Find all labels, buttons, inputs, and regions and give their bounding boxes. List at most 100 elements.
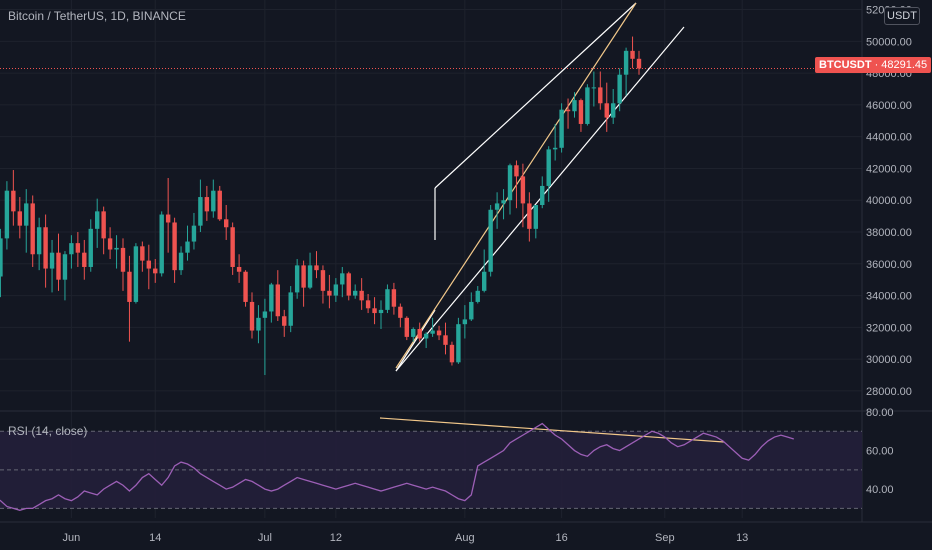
candle (514, 160, 519, 209)
candle (320, 265, 326, 304)
candle-body (359, 290, 364, 301)
time-tick-label: Sep (655, 532, 675, 544)
candle-body (443, 335, 448, 345)
candle (385, 284, 390, 314)
candle-body (411, 328, 416, 337)
candle-body (591, 87, 597, 89)
candle (617, 68, 622, 112)
candle-body (120, 247, 126, 272)
candle-body (95, 211, 100, 229)
candle-body (204, 197, 210, 212)
candle-body (88, 228, 93, 267)
candle (275, 270, 280, 322)
candle (378, 300, 384, 329)
candle (546, 146, 551, 202)
time-tick-label: Aug (455, 532, 475, 544)
candle-body (101, 211, 106, 239)
candle-body (307, 265, 313, 288)
candle-body (385, 289, 390, 310)
candle (4, 181, 10, 250)
candle-body (520, 176, 526, 204)
candle-body (127, 271, 132, 302)
candle-body (507, 165, 513, 201)
candle-body (17, 211, 22, 226)
candle (82, 239, 87, 280)
candle (359, 278, 364, 310)
time-tick-label: Jul (258, 532, 272, 544)
rsi-legend[interactable]: RSI (14, close) (8, 424, 88, 438)
candle-body (546, 149, 551, 186)
last-price-label: BTCUSDT · 48291.45 (815, 57, 932, 73)
candle-body (159, 214, 164, 274)
candle-body (340, 273, 345, 285)
candle-body (275, 284, 280, 317)
candle (578, 98, 584, 132)
candle (591, 71, 597, 107)
time-axis[interactable]: Jun 14 Jul 12 Aug 16 Sep 13 (63, 532, 749, 544)
candle-body (630, 50, 635, 59)
candle-body (282, 316, 287, 326)
candle-body (462, 319, 468, 325)
candle (353, 284, 358, 299)
candle (95, 198, 100, 248)
candle (146, 244, 151, 290)
candle-body (488, 209, 493, 272)
candle (314, 251, 319, 279)
candle (249, 292, 255, 339)
candle (107, 227, 113, 260)
candle-body (217, 190, 222, 220)
candle-body (572, 100, 577, 112)
candle (88, 219, 93, 272)
candle (630, 36, 635, 69)
price-tick-label: 36000.00 (866, 259, 912, 271)
candle-body (552, 147, 558, 150)
candle (565, 98, 571, 129)
candle-body (62, 254, 68, 280)
candle (178, 246, 184, 275)
rsi-tick-label: 60.00 (866, 446, 894, 458)
candle (372, 297, 377, 325)
candle-body (230, 227, 235, 267)
candle-body (617, 74, 622, 104)
channel-base-line (395, 309, 436, 372)
candle-body (623, 50, 629, 75)
candle (436, 325, 442, 341)
price-tick-label: 40000.00 (866, 195, 912, 207)
candle-body (140, 246, 145, 261)
candle (443, 322, 448, 355)
candle (423, 332, 429, 349)
candle (30, 195, 35, 267)
candle (398, 303, 403, 328)
candle-body (269, 284, 274, 312)
price-tick-label: 50000.00 (866, 36, 912, 48)
candle (494, 192, 500, 229)
candle-body (107, 238, 113, 250)
candle (482, 249, 487, 293)
candle-body (0, 238, 3, 277)
currency-badge[interactable]: USDT (884, 7, 920, 25)
candle-body (604, 103, 609, 118)
candle (540, 176, 545, 209)
candle (153, 259, 158, 283)
candle-body (178, 252, 184, 271)
symbol-legend[interactable]: Bitcoin / TetherUS, 1D, BINANCE (8, 9, 186, 23)
candle (520, 163, 526, 228)
candle (101, 206, 106, 255)
candle-body (30, 203, 35, 255)
candle-body (114, 247, 119, 250)
candle-body (243, 271, 248, 302)
candle (552, 123, 558, 161)
channel-lower-line (395, 26, 685, 372)
candle-body (398, 306, 403, 318)
candle-body (288, 292, 293, 326)
candle (611, 88, 616, 124)
candle (75, 232, 81, 267)
rsi-tick-label: 40.00 (866, 484, 894, 496)
candle-body (456, 324, 461, 363)
candle-body (475, 290, 480, 302)
candle (204, 185, 210, 221)
candle (159, 211, 164, 277)
candle (527, 192, 532, 242)
candle-body (482, 271, 487, 291)
